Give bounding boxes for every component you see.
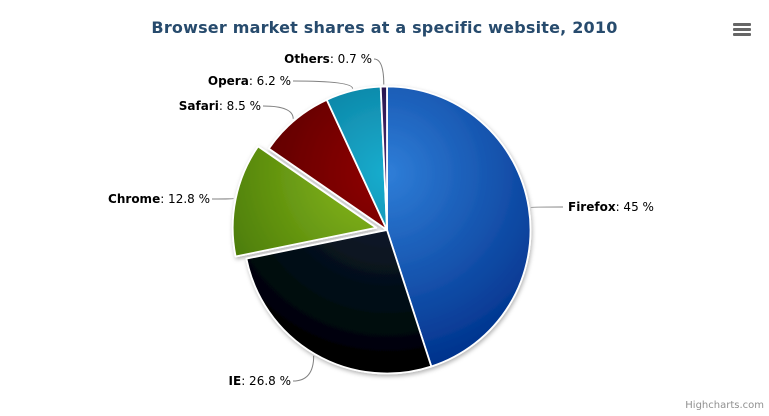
chart-title: Browser market shares at a specific webs… — [151, 18, 618, 37]
data-label-ie: IE: 26.8 % — [229, 373, 291, 389]
data-label-value: : 26.8 % — [241, 374, 291, 388]
data-label-name: Safari — [178, 99, 219, 113]
data-label-opera: Opera: 6.2 % — [208, 73, 291, 89]
pie-slice-ie[interactable] — [245, 229, 433, 375]
hamburger-icon — [733, 27, 751, 31]
pie-slice-chrome[interactable] — [231, 145, 378, 258]
data-label-name: Chrome — [108, 192, 161, 206]
data-label-name: Firefox — [568, 200, 616, 214]
hamburger-icon — [733, 32, 751, 36]
data-label-others: Others: 0.7 % — [284, 51, 372, 67]
data-label-value: : 8.5 % — [218, 99, 261, 113]
data-label-value: : 12.8 % — [160, 192, 210, 206]
data-label-name: IE — [228, 374, 242, 388]
pie-slice-firefox[interactable] — [386, 85, 532, 368]
export-menu-button[interactable] — [730, 17, 754, 41]
label-connector-opera — [292, 80, 354, 89]
label-connector-ie — [292, 355, 315, 382]
hamburger-icon — [733, 22, 751, 26]
label-connector-others — [373, 58, 385, 85]
data-label-value: : 6.2 % — [248, 74, 291, 88]
data-label-chrome: Chrome: 12.8 % — [108, 191, 210, 207]
data-label-safari: Safari: 8.5 % — [179, 98, 261, 114]
data-label-value: : 45 % — [615, 200, 654, 214]
data-label-name: Opera — [207, 74, 249, 88]
data-label-firefox: Firefox: 45 % — [568, 199, 654, 215]
pie-series — [231, 85, 532, 375]
credits-link[interactable]: Highcharts.com — [685, 400, 764, 411]
pie-slice-others[interactable] — [379, 85, 388, 231]
label-connector-safari — [262, 105, 294, 119]
data-label-name: Others — [284, 52, 330, 66]
data-label-value: : 0.7 % — [329, 52, 372, 66]
